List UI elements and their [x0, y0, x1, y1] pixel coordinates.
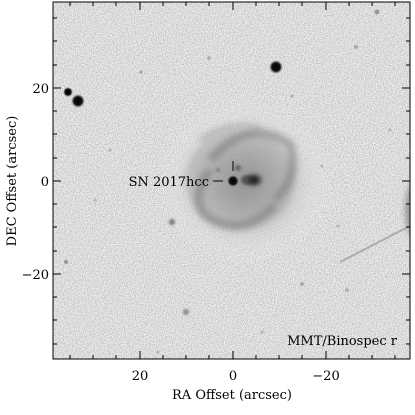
instrument-label: MMT/Binospec r	[287, 334, 398, 349]
y-axis-title: DEC Offset (arcsec)	[5, 116, 20, 247]
y-tick-label: 0	[41, 175, 49, 190]
y-tick-label: −20	[22, 268, 49, 283]
host-galaxy	[157, 100, 333, 264]
x-tick-label: 0	[229, 369, 237, 384]
sky-image	[53, 2, 410, 359]
edge-object	[339, 185, 410, 263]
axis-ticks	[53, 2, 410, 359]
supernova-label: SN 2017hcc	[129, 175, 209, 190]
x-axis-title: RA Offset (arcsec)	[172, 388, 292, 403]
x-tick-label: −20	[312, 369, 339, 384]
field-stars	[63, 9, 392, 354]
y-tick-label: 20	[32, 82, 49, 97]
x-tick-label: 20	[132, 369, 149, 384]
supernova-source	[227, 175, 239, 187]
supernova-marker	[213, 161, 234, 182]
